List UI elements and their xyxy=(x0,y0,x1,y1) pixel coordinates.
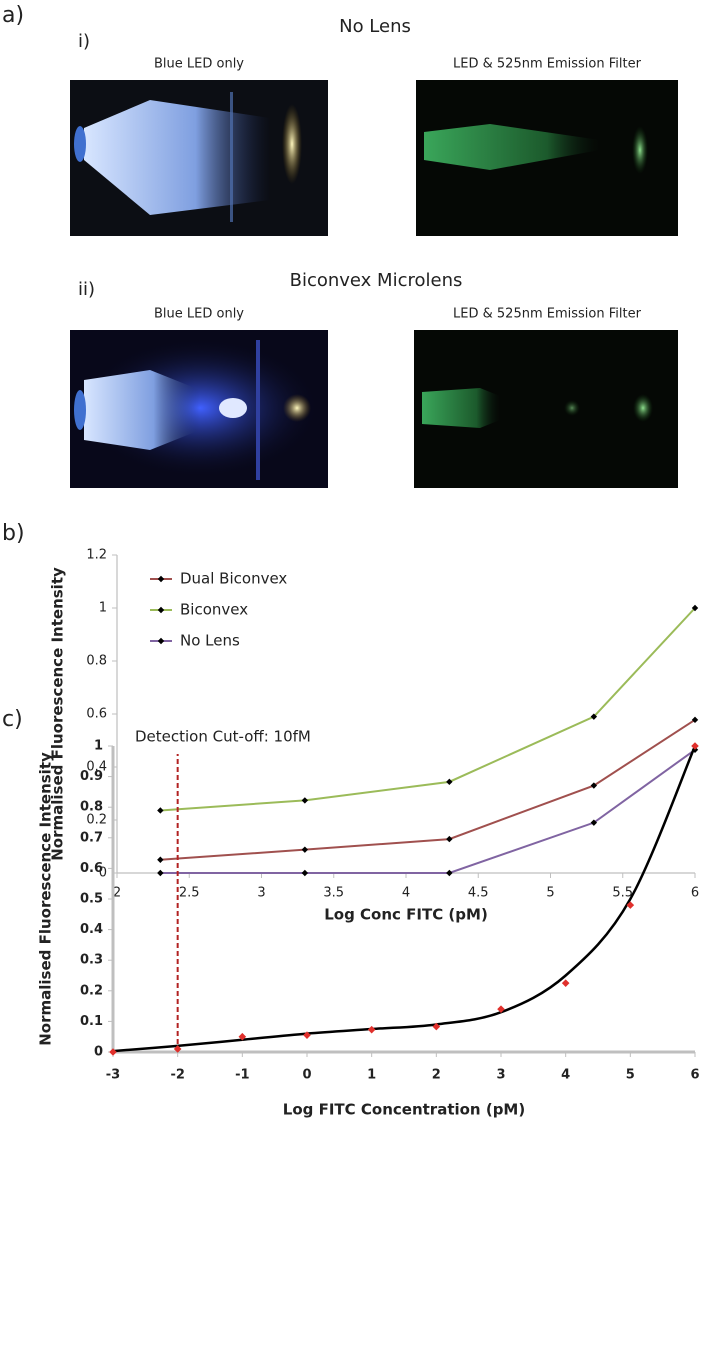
marker xyxy=(301,869,309,877)
x-tick-label: 6 xyxy=(691,886,699,901)
row-label: ii) xyxy=(78,279,95,300)
y-tick-label: 0.8 xyxy=(80,800,103,815)
y-tick-label: 0.6 xyxy=(80,861,103,876)
caption: LED & 525nm Emission Filter xyxy=(453,307,642,322)
y-tick-label: 0 xyxy=(99,866,107,881)
x-tick-label: 4 xyxy=(402,886,410,901)
x-tick-label: 2 xyxy=(113,886,121,901)
marker xyxy=(157,869,164,877)
marker xyxy=(301,797,309,804)
fit-curve xyxy=(112,745,697,1053)
y-tick-label: 1 xyxy=(94,739,103,754)
y-tick-label: 0.2 xyxy=(80,983,103,998)
photo xyxy=(70,80,328,236)
y-axis-title: Normalised Fluorescence Intensity xyxy=(49,567,67,861)
marker xyxy=(691,742,699,750)
y-tick-label: 0.5 xyxy=(80,892,103,907)
marker xyxy=(497,1005,505,1013)
y-tick-label: 0.1 xyxy=(80,1014,103,1029)
marker xyxy=(561,979,570,987)
marker xyxy=(238,1032,247,1041)
y-tick-label: 1.2 xyxy=(86,548,107,563)
row-title: Biconvex Microlens xyxy=(290,270,463,291)
photo xyxy=(414,330,678,488)
x-axis-title: Log FITC Concentration (pM) xyxy=(283,1101,525,1119)
row-label: i) xyxy=(78,31,90,52)
photo xyxy=(70,330,328,488)
y-tick-label: 1 xyxy=(99,601,107,616)
y-tick-label: 0.4 xyxy=(80,922,103,937)
marker xyxy=(590,713,598,720)
caption: Blue LED only xyxy=(154,307,244,322)
caption: LED & 525nm Emission Filter xyxy=(453,57,642,72)
legend-label: Dual Biconvex xyxy=(180,570,287,588)
legend-marker xyxy=(157,575,165,583)
legend-marker xyxy=(157,637,165,645)
y-axis-title: Normalised Fluorescence Intensity xyxy=(37,752,55,1046)
x-tick-label: 2 xyxy=(432,1068,441,1083)
panel-label: a) xyxy=(2,3,24,28)
x-tick-label: -2 xyxy=(170,1068,184,1083)
marker xyxy=(432,1022,441,1031)
marker xyxy=(446,778,453,786)
x-tick-label: 3 xyxy=(496,1068,505,1083)
y-tick-label: 0.9 xyxy=(80,769,103,784)
marker xyxy=(626,901,635,909)
x-tick-label: 5 xyxy=(546,886,554,901)
series-line xyxy=(160,607,696,812)
marker xyxy=(446,835,453,843)
x-tick-label: -1 xyxy=(235,1068,249,1083)
panel-label: c) xyxy=(2,707,23,732)
photo xyxy=(416,80,678,236)
legend-marker xyxy=(157,606,165,614)
y-tick-label: 0.3 xyxy=(80,953,103,968)
y-tick-label: 0.2 xyxy=(86,813,107,828)
x-tick-label: 4 xyxy=(561,1068,570,1083)
y-tick-label: 0 xyxy=(94,1045,103,1060)
x-tick-label: 4.5 xyxy=(468,886,489,901)
x-tick-label: 5.5 xyxy=(612,886,633,901)
y-tick-label: 0.7 xyxy=(80,830,103,845)
x-tick-label: 2.5 xyxy=(179,886,200,901)
panel-label: b) xyxy=(2,521,25,546)
legend-label: No Lens xyxy=(180,632,240,650)
marker xyxy=(157,856,164,863)
marker xyxy=(367,1025,376,1034)
x-tick-label: 3 xyxy=(257,886,265,901)
x-tick-label: 3.5 xyxy=(323,886,344,901)
legend-label: Biconvex xyxy=(180,601,248,619)
marker xyxy=(446,869,453,877)
caption: Blue LED only xyxy=(154,57,244,72)
x-tick-label: 6 xyxy=(690,1068,699,1083)
x-tick-label: 0 xyxy=(302,1068,311,1083)
marker xyxy=(173,1045,182,1053)
y-tick-label: 0.8 xyxy=(86,654,107,669)
marker xyxy=(301,846,309,853)
x-axis-title: Log Conc FITC (pM) xyxy=(324,906,488,924)
marker xyxy=(691,604,699,612)
row-title: No Lens xyxy=(339,16,411,37)
marker xyxy=(157,807,164,814)
marker xyxy=(691,716,699,724)
x-tick-label: 1 xyxy=(367,1068,376,1083)
y-tick-label: 0.4 xyxy=(86,760,107,775)
marker xyxy=(590,819,598,826)
marker xyxy=(109,1048,117,1056)
y-tick-label: 0.6 xyxy=(86,707,107,722)
x-tick-label: -3 xyxy=(106,1068,120,1083)
marker xyxy=(303,1031,311,1039)
marker xyxy=(590,782,598,789)
annotation: Detection Cut-off: 10fM xyxy=(135,728,311,746)
x-tick-label: 5 xyxy=(626,1068,635,1083)
